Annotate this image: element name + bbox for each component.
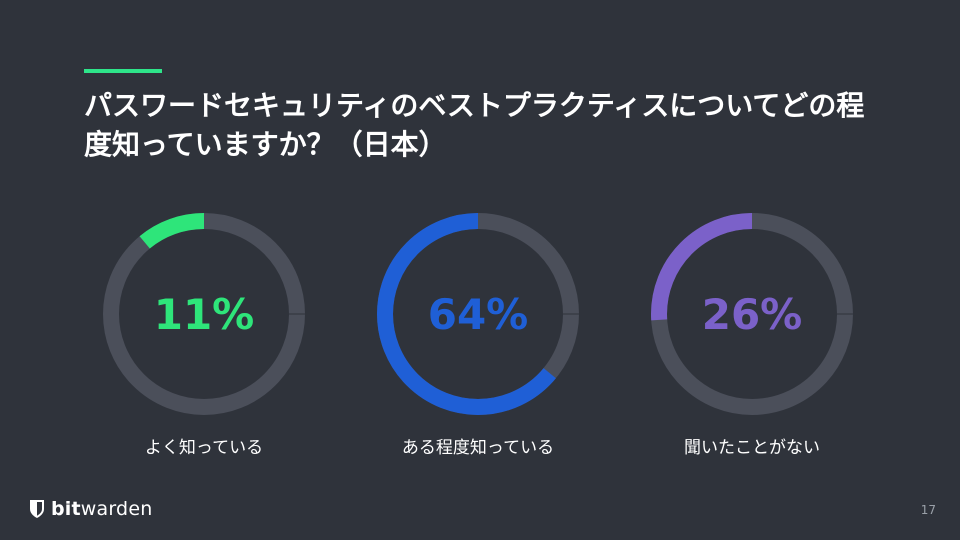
donut-label-0: よく知っている bbox=[144, 438, 264, 458]
logo-bold: bit bbox=[51, 498, 81, 520]
page-number: 17 bbox=[920, 503, 936, 517]
donut-value-1: 64% bbox=[428, 290, 529, 339]
slide-title: パスワードセキュリティのベストプラクティスについてどの程度知っていますか？（日本… bbox=[84, 89, 865, 161]
shield-icon bbox=[30, 500, 44, 518]
donut-value-0: 11% bbox=[154, 290, 255, 339]
donut-arc-2 bbox=[651, 213, 853, 415]
accent-bar bbox=[84, 69, 162, 73]
donut-arc-1 bbox=[377, 213, 579, 415]
donut-label-2: 聞いたことがない bbox=[684, 438, 820, 458]
donut-label-1: ある程度知っている bbox=[401, 438, 555, 458]
logo-wordmark: bitwarden bbox=[51, 498, 152, 520]
bitwarden-logo: bitwarden bbox=[30, 498, 152, 520]
donut-value-2: 26% bbox=[702, 290, 803, 339]
donut-arc-0 bbox=[103, 213, 305, 415]
logo-regular: warden bbox=[80, 498, 153, 520]
